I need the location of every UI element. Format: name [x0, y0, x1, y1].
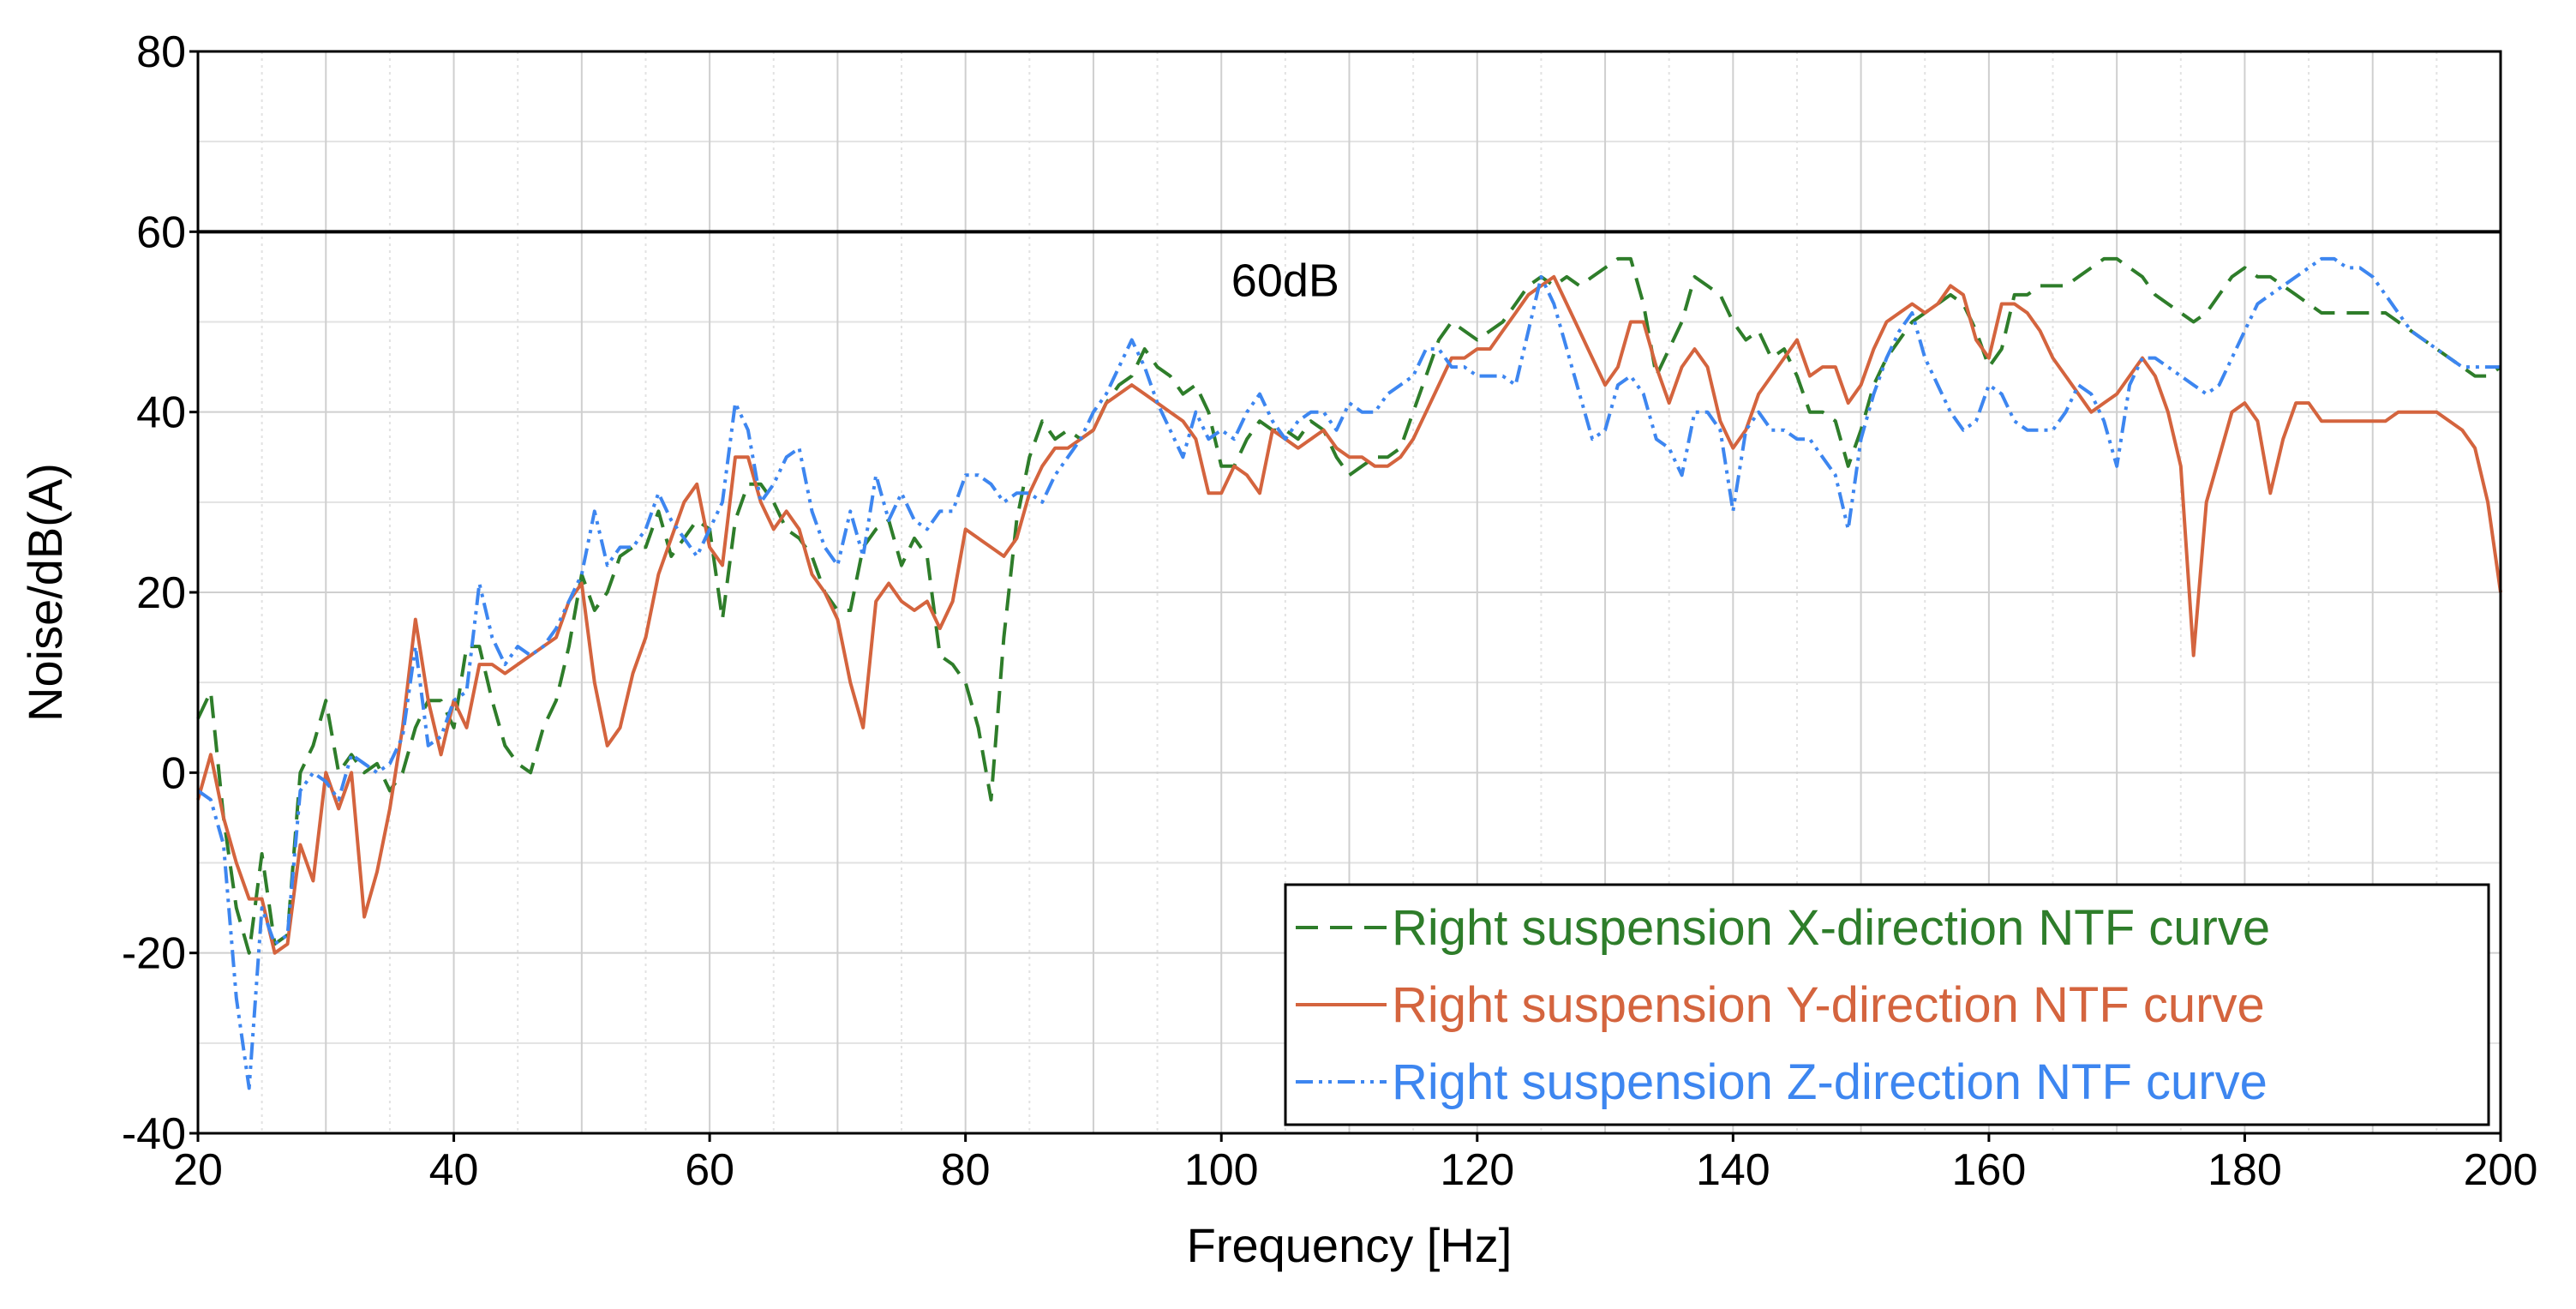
- x-tick-label: 80: [941, 1145, 991, 1195]
- x-tick-label: 20: [173, 1145, 223, 1195]
- x-tick-label: 200: [2464, 1145, 2538, 1195]
- legend-box: [1284, 883, 2490, 1126]
- x-axis-title: Frequency [Hz]: [1187, 1218, 1513, 1272]
- y-axis-title: Noise/dB(A): [18, 463, 72, 722]
- legend-label-2: Right suspension Y-direction NTF curve: [1392, 977, 2265, 1033]
- series-line-2: [196, 274, 2502, 955]
- x-tick-label: 100: [1184, 1145, 1259, 1195]
- x-tick-label: 140: [1696, 1145, 1770, 1195]
- y-tick-label: -20: [122, 929, 186, 979]
- series-line-3: [196, 256, 2501, 1090]
- y-tick-label: 80: [136, 27, 186, 77]
- y-tick-label: 40: [136, 388, 186, 438]
- legend-label-1: Right suspension X-direction NTF curve: [1392, 900, 2270, 956]
- reference-line-group: 60dB: [198, 230, 2501, 306]
- x-tick-label: 180: [2208, 1145, 2282, 1195]
- x-tick-label: 120: [1440, 1145, 1514, 1195]
- y-tick-label: 20: [136, 568, 186, 618]
- y-tick-label: -40: [122, 1109, 186, 1159]
- x-tick-label: 160: [1952, 1145, 2027, 1195]
- legend: Right suspension X-direction NTF curve Ri…: [1284, 883, 2490, 1126]
- y-tick-label: 60: [136, 207, 186, 257]
- reference-line-label: 60dB: [1231, 255, 1339, 306]
- x-tick-label: 40: [429, 1145, 479, 1195]
- series-group: [196, 256, 2502, 1090]
- y-tick-label: 0: [161, 748, 186, 798]
- x-tick-label: 60: [685, 1145, 734, 1195]
- legend-items: Right suspension X-direction NTF curve Ri…: [1296, 900, 2270, 1110]
- x-axis-ticks: 20 40 60 80 100 120 140 160 180 200: [173, 1133, 2537, 1195]
- y-axis-ticks: -40 -20 0 20 40 60 80: [122, 27, 198, 1159]
- legend-label-3: Right suspension Z-direction NTF curve: [1392, 1054, 2267, 1110]
